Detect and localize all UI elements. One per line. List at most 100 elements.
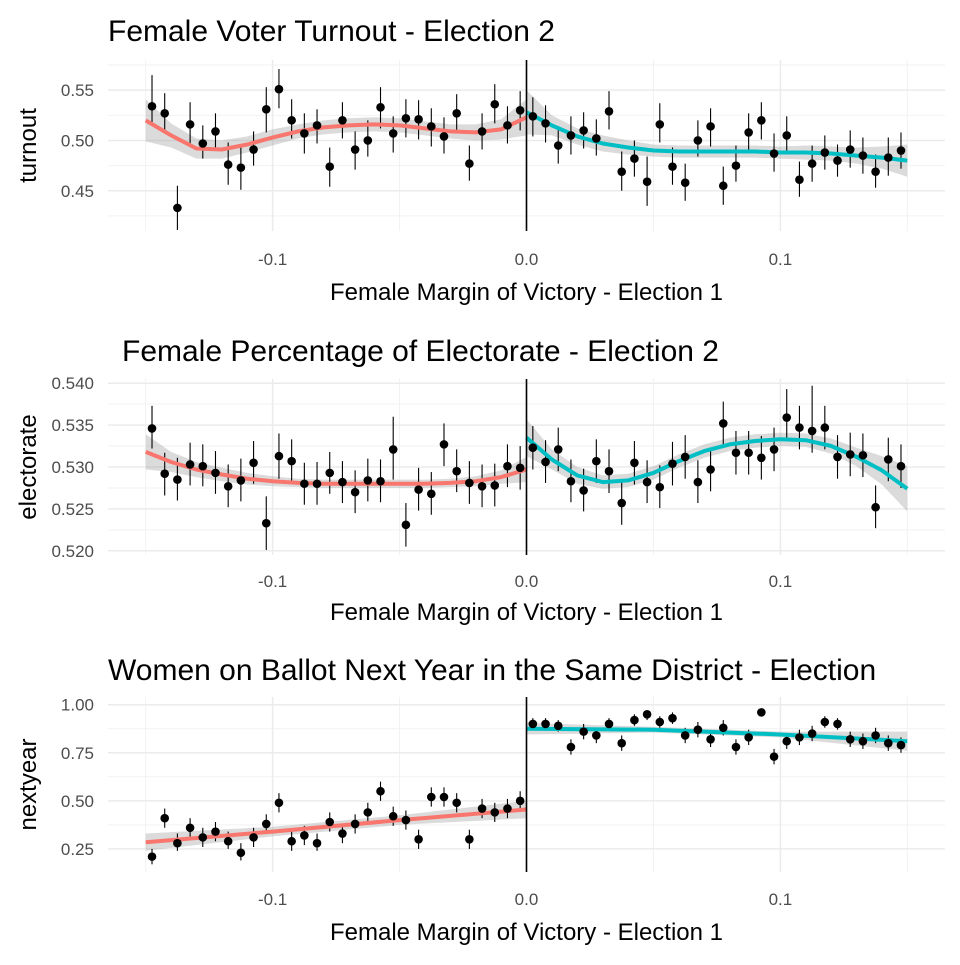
x-tick-label: -0.1 [258, 890, 287, 909]
data-point [845, 450, 855, 459]
data-point [642, 177, 652, 187]
data-point [744, 448, 753, 458]
data-point [300, 479, 309, 489]
data-point [617, 167, 627, 176]
data-point [452, 109, 461, 118]
data-point [731, 161, 741, 170]
data-point [617, 498, 627, 508]
data-point [833, 452, 842, 462]
data-point [249, 833, 258, 842]
data-point [503, 461, 512, 471]
data-point [477, 127, 487, 136]
data-point [795, 423, 804, 432]
fit-line-left [144, 115, 528, 152]
data-point [376, 102, 385, 112]
data-point [845, 735, 855, 744]
data-point [706, 735, 715, 744]
data-point [363, 808, 373, 817]
y-tick-label: 0.25 [61, 840, 94, 859]
data-point [261, 518, 271, 528]
data-point [541, 719, 550, 729]
data-point [185, 460, 195, 469]
data-point [414, 485, 423, 494]
data-point [363, 476, 373, 485]
data-point [363, 136, 373, 145]
data-point [147, 852, 157, 861]
data-point [655, 482, 665, 492]
data-point [668, 713, 677, 723]
data-point [795, 733, 804, 742]
data-point [883, 153, 893, 162]
data-point [198, 139, 208, 148]
data-point [325, 162, 335, 171]
data-point [528, 112, 538, 121]
y-axis-label: turnout [15, 108, 42, 183]
data-point [376, 476, 385, 486]
y-tick-label: 0.75 [61, 744, 94, 763]
x-tick-label: 0.0 [515, 890, 539, 909]
panel-1: -0.1 0.0 0.1 0.45 0.50 0.55 Female Margin of V… [15, 15, 945, 306]
data-point [655, 120, 665, 129]
data-point [553, 445, 563, 454]
data-point [617, 738, 627, 748]
x-tick-label: 0.0 [515, 572, 539, 591]
data-point [350, 487, 360, 497]
data-point [820, 423, 830, 432]
data-point [769, 149, 779, 158]
data-point [338, 116, 347, 125]
data-point [388, 811, 398, 821]
data-point [795, 175, 804, 184]
data-point [668, 459, 677, 468]
fit-line-right [525, 436, 909, 491]
data-point [236, 163, 246, 172]
data-point [706, 122, 715, 131]
data-point [592, 134, 601, 143]
data-point [871, 731, 880, 740]
data-point [388, 129, 398, 138]
fit-line-left [145, 807, 527, 845]
y-tick-label: 0.535 [51, 416, 94, 435]
data-point [680, 452, 690, 462]
data-point [173, 475, 182, 484]
data-point [426, 792, 436, 802]
data-point [185, 120, 195, 129]
data-point [883, 455, 893, 464]
x-axis-label: Female Margin of Victory - Election 1 [330, 279, 723, 306]
data-point [769, 445, 779, 454]
y-tick-label: 1.00 [61, 696, 94, 715]
data-point [312, 121, 322, 130]
chart-title: Women on Ballot Next Year in the Same Di… [108, 654, 876, 687]
data-point [211, 127, 220, 136]
data-point [223, 160, 233, 169]
data-point [173, 203, 182, 213]
data-point [211, 827, 220, 836]
data-point [592, 731, 601, 740]
data-point [604, 466, 614, 476]
data-point [452, 798, 461, 808]
data-point [782, 413, 792, 422]
data-point [236, 476, 246, 485]
x-tick-label: 0.1 [769, 890, 793, 909]
y-axis-label: nextyear [15, 738, 42, 830]
data-point [325, 468, 335, 478]
data-point [287, 116, 296, 125]
data-point [439, 132, 449, 141]
data-point [287, 456, 296, 466]
data-point [160, 469, 170, 479]
data-point [566, 476, 576, 486]
data-point [312, 838, 322, 848]
data-point [757, 116, 766, 125]
data-point [325, 817, 335, 827]
data-point [401, 114, 411, 123]
data-point [883, 738, 893, 748]
panel-3: -0.1 0.0 0.1 0.25 0.50 0.75 1.00 Female Margin … [15, 654, 945, 946]
chart-title: Female Voter Turnout - Election 2 [108, 15, 555, 48]
data-point [401, 815, 411, 825]
data-point [579, 126, 588, 135]
data-point [731, 448, 741, 458]
data-point [350, 145, 360, 154]
data-point [236, 848, 246, 858]
data-point [274, 798, 284, 808]
data-point [706, 465, 715, 474]
